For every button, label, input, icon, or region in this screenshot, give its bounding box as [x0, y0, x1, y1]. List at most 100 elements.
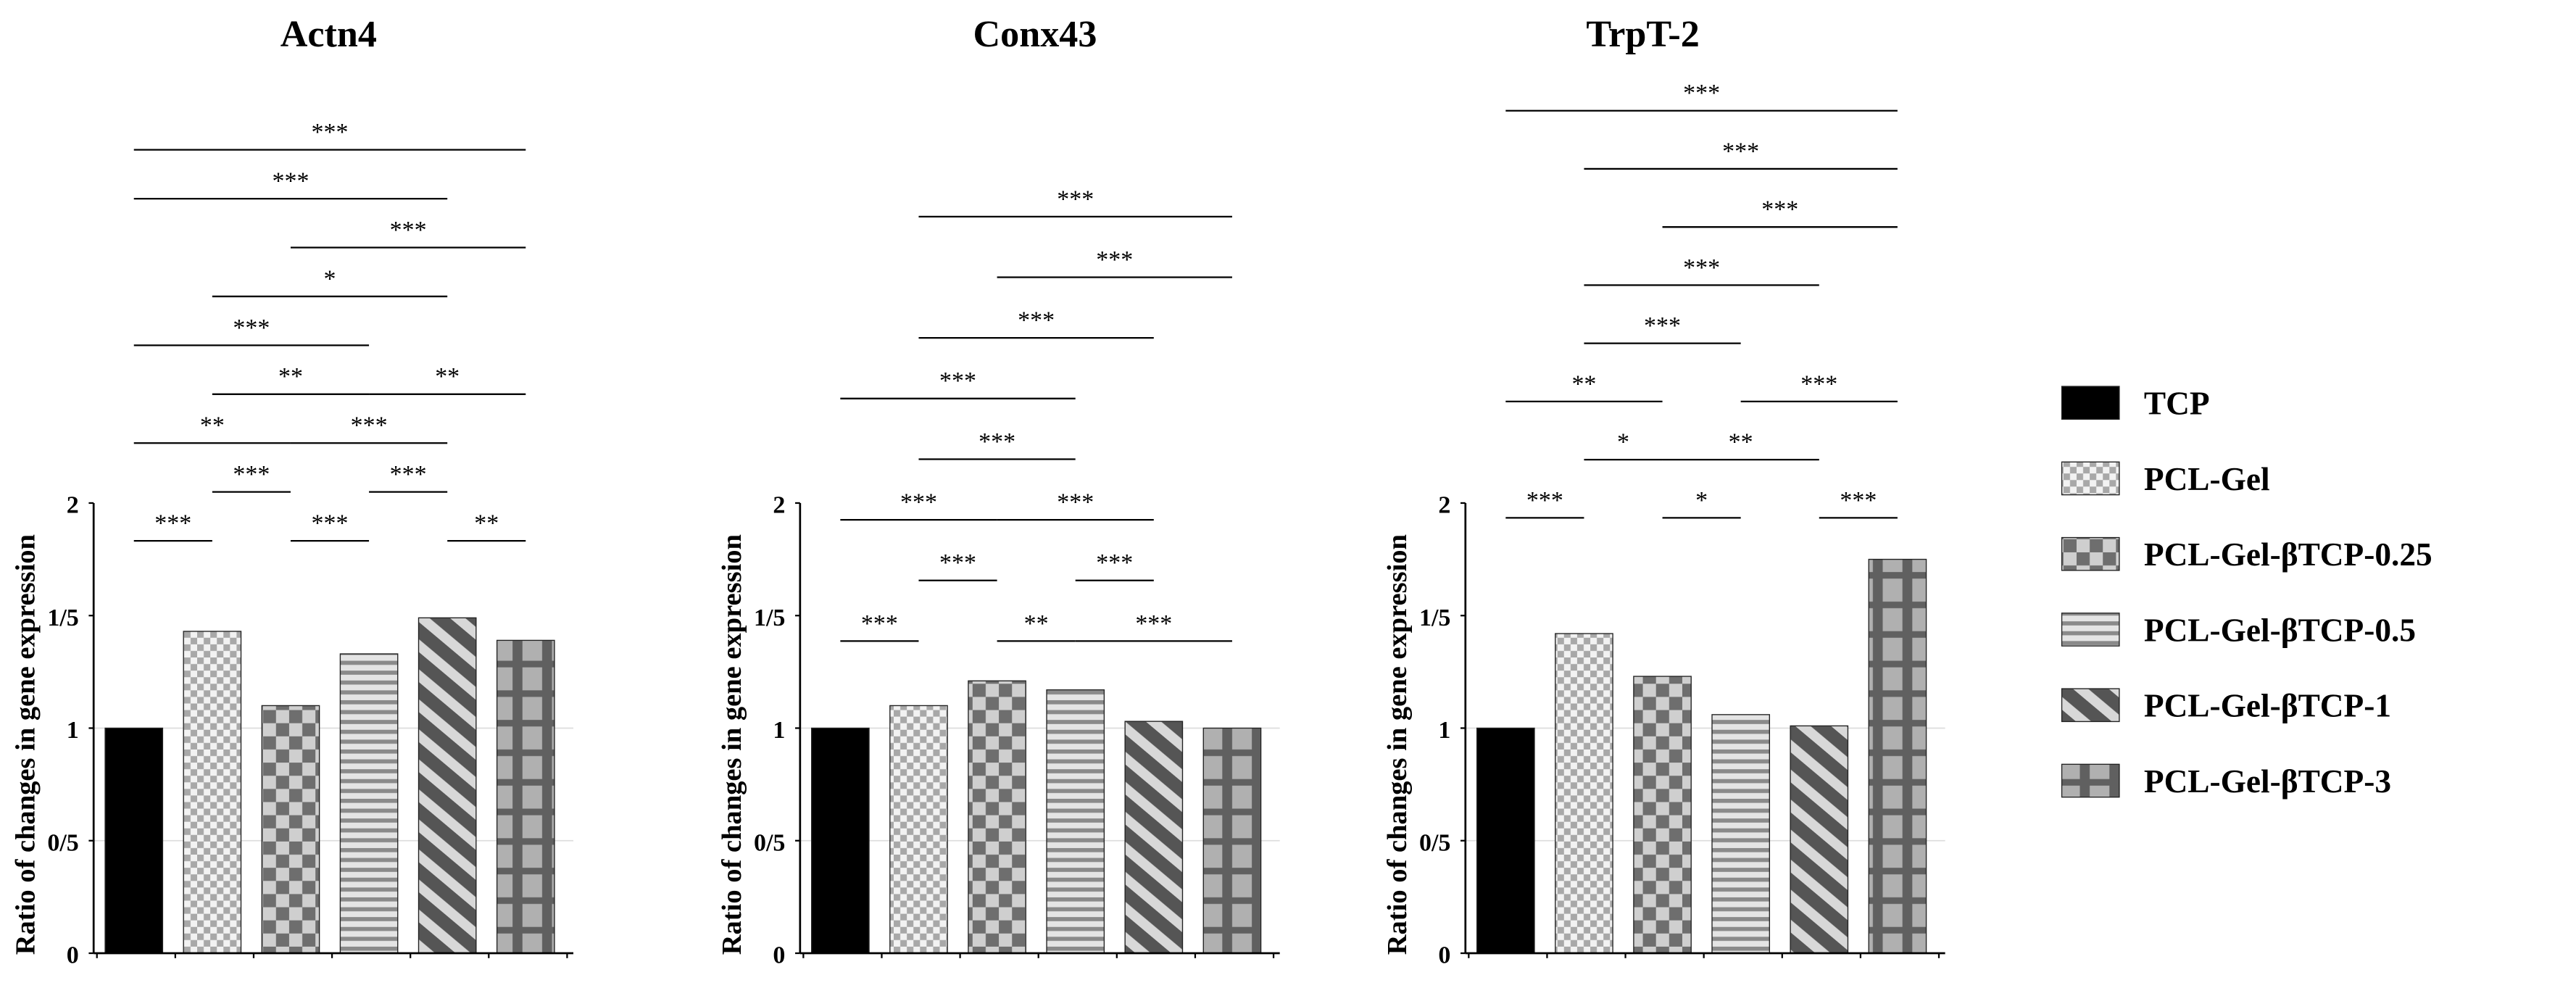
- y-tick-label: 2: [773, 492, 785, 519]
- bar-pcl-gel-βtcp-3: [496, 639, 555, 954]
- legend-swatch: [2061, 688, 2120, 723]
- bar-pcl-gel-βtcp-0.25: [261, 705, 320, 954]
- y-tick-label: 1: [67, 717, 79, 744]
- legend-swatch: [2061, 386, 2120, 420]
- significance-label: ***: [1096, 549, 1133, 576]
- y-tick-label: 0: [1438, 942, 1450, 969]
- y-axis-label: Ratio of changes in gene expression: [717, 534, 747, 955]
- legend-item: PCL-Gel: [2061, 461, 2270, 497]
- significance-label: ***: [1057, 489, 1094, 515]
- significance-label: **: [278, 363, 303, 390]
- significance-label: *: [324, 265, 336, 292]
- significance-label: ***: [1057, 186, 1094, 212]
- significance-label: *: [1695, 487, 1708, 514]
- chart-conx43: Conx43 Ratio of changes in gene expressio…: [717, 14, 1280, 969]
- significance-label: ***: [1683, 254, 1720, 281]
- legend-swatch: [2061, 613, 2120, 647]
- significance-label: **: [474, 510, 499, 536]
- y-axis-label: Ratio of changes in gene expression: [11, 534, 41, 955]
- bar-pcl-gel: [183, 631, 242, 954]
- y-tick-label: 0/5: [47, 829, 78, 856]
- legend-item: PCL-Gel-βTCP-1: [2061, 688, 2391, 724]
- bar-pcl-gel: [1555, 633, 1613, 954]
- significance-label: ***: [312, 510, 349, 536]
- significance-label: ***: [1722, 138, 1759, 165]
- chart-actn4: Actn4 Ratio of changes in gene expression…: [11, 14, 574, 969]
- y-tick-label: 1: [773, 717, 785, 744]
- significance-label: ***: [1018, 307, 1055, 334]
- y-tick-label: 0/5: [1419, 829, 1450, 856]
- legend-label: PCL-Gel-βTCP-1: [2144, 688, 2391, 724]
- y-tick-label: 0: [67, 942, 79, 969]
- legend-label: PCL-Gel: [2144, 461, 2270, 497]
- bar-pcl-gel-βtcp-0.25: [968, 680, 1026, 954]
- significance-label: ***: [390, 217, 427, 244]
- significance-label: ***: [1135, 610, 1172, 637]
- legend-item: PCL-Gel-βTCP-0.5: [2061, 612, 2416, 648]
- significance-label: ***: [939, 368, 976, 394]
- y-tick-label: 0: [773, 942, 785, 969]
- significance-label: ***: [1840, 487, 1877, 514]
- y-tick-label: 2: [1438, 492, 1450, 519]
- significance-label: ***: [861, 610, 898, 637]
- significance-label: ***: [1761, 196, 1798, 223]
- significance-label: ***: [154, 510, 191, 536]
- significance-label: **: [200, 412, 225, 439]
- bar-tcp: [1476, 727, 1535, 954]
- bar-pcl-gel-βtcp-1: [1124, 721, 1184, 954]
- chart-trpt-2: TrpT-2 Ratio of changes in gene expressio…: [1382, 14, 1945, 969]
- chart-title: Conx43: [973, 14, 1097, 55]
- significance-label: **: [1024, 610, 1049, 637]
- chart-title: Actn4: [281, 14, 377, 55]
- significance-label: ***: [233, 315, 270, 341]
- legend-item: PCL-Gel-βTCP-0.25: [2061, 536, 2432, 573]
- legend-swatch: [2061, 763, 2120, 798]
- y-tick-label: 0/5: [754, 829, 785, 856]
- significance-label: ***: [1800, 370, 1837, 397]
- y-tick-label: 1/5: [47, 605, 78, 631]
- legend: TCP PCL-Gel PCL-Gel-βTCP-0.25 PCL-Gel-βTCP-…: [2061, 386, 2432, 800]
- bar-pcl-gel-βtcp-3: [1202, 727, 1262, 954]
- significance-label: *: [1617, 429, 1629, 456]
- significance-label: ***: [900, 489, 937, 515]
- legend-label: PCL-Gel-βTCP-0.25: [2144, 536, 2432, 573]
- chart-title: TrpT-2: [1586, 14, 1699, 55]
- bar-pcl-gel-βtcp-0.5: [339, 653, 399, 954]
- legend-label: PCL-Gel-βTCP-0.5: [2144, 612, 2416, 648]
- significance-label: ***: [1683, 80, 1720, 107]
- bar-pcl-gel: [889, 705, 948, 954]
- bar-pcl-gel-βtcp-0.5: [1711, 714, 1771, 954]
- bar-tcp: [811, 727, 870, 954]
- legend-swatch: [2061, 461, 2120, 496]
- significance-label: **: [1729, 429, 1753, 456]
- legend-label: TCP: [2144, 386, 2210, 422]
- y-tick-label: 1/5: [1419, 605, 1450, 631]
- bar-pcl-gel-βtcp-1: [1790, 725, 1849, 954]
- significance-label: **: [435, 363, 460, 390]
- significance-label: ***: [1644, 312, 1681, 339]
- significance-label: ***: [233, 461, 270, 488]
- significance-label: ***: [272, 167, 309, 194]
- bar-pcl-gel-βtcp-0.5: [1046, 689, 1105, 954]
- significance-label: ***: [390, 461, 427, 488]
- y-tick-label: 1/5: [754, 605, 785, 631]
- bar-tcp: [104, 727, 164, 954]
- significance-label: **: [1571, 370, 1596, 397]
- significance-label: ***: [1526, 487, 1563, 514]
- y-axis-label: Ratio of changes in gene expression: [1382, 534, 1413, 955]
- bar-pcl-gel-βtcp-1: [417, 617, 477, 954]
- bar-pcl-gel-βtcp-3: [1868, 558, 1927, 954]
- legend-label: PCL-Gel-βTCP-3: [2144, 763, 2391, 800]
- significance-label: ***: [1096, 246, 1133, 273]
- y-tick-label: 2: [67, 492, 79, 519]
- legend-swatch: [2061, 536, 2120, 571]
- significance-label: ***: [939, 549, 976, 576]
- y-tick-label: 1: [1438, 717, 1450, 744]
- significance-label: ***: [979, 428, 1015, 455]
- significance-label: ***: [312, 119, 349, 146]
- legend-item: TCP: [2061, 386, 2210, 422]
- legend-item: PCL-Gel-βTCP-3: [2061, 763, 2391, 800]
- significance-label: ***: [351, 412, 388, 439]
- bar-pcl-gel-βtcp-0.25: [1633, 676, 1692, 954]
